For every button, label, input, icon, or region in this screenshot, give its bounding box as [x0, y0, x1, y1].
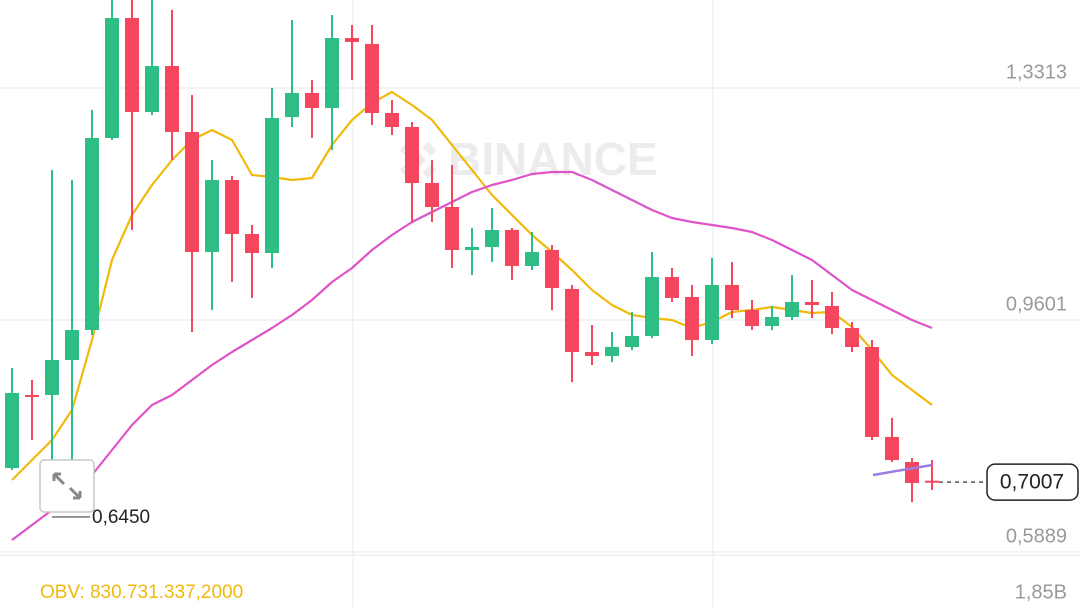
y-tick-label: 1,3313: [1006, 61, 1067, 83]
candle-body: [245, 234, 259, 253]
last-price-box: [986, 463, 1079, 501]
candle-body: [265, 118, 279, 253]
candle-body: [665, 277, 679, 298]
obv-label: OBV: 830.731.337,2000: [40, 582, 243, 603]
candle-body: [365, 44, 379, 113]
candle-body: [845, 328, 859, 347]
y-tick-label: 0,5889: [1006, 525, 1067, 547]
candle-body: [105, 18, 119, 138]
candle-body: [25, 395, 39, 397]
candle-body: [165, 66, 179, 132]
candle-body: [505, 230, 519, 266]
candle-body: [225, 180, 239, 234]
candle-body: [625, 336, 639, 347]
candle-body: [545, 250, 559, 288]
moving-average-line: [11, 90, 933, 481]
candle-body: [145, 66, 159, 112]
candle-body: [825, 306, 839, 328]
candle-body: [485, 230, 499, 247]
candle-body: [65, 330, 79, 360]
candle-body: [925, 480, 939, 483]
candle-body: [385, 113, 399, 127]
candle-body: [285, 93, 299, 117]
drawing-line: [872, 463, 933, 477]
low-marker-label: 0,6450: [92, 507, 150, 528]
obv-axis-label: 1,85B: [1015, 581, 1067, 603]
candle-body: [5, 393, 19, 468]
candle-body: [885, 437, 899, 460]
candle-body: [125, 18, 139, 112]
moving-average-line: [11, 170, 933, 541]
watermark-text: BINANCE: [448, 133, 658, 185]
candle-body: [765, 317, 779, 326]
candle-body: [205, 180, 219, 252]
candle-body: [565, 289, 579, 352]
candle-body: [745, 310, 759, 326]
candle-body: [605, 347, 619, 356]
candle-body: [905, 462, 919, 483]
candle-body: [865, 347, 879, 437]
candle-body: [805, 302, 819, 305]
candle-body: [345, 38, 359, 42]
candle-body: [85, 138, 99, 330]
candle-body: [585, 352, 599, 356]
candle-body: [45, 360, 59, 395]
candle-body: [725, 285, 739, 310]
expand-icon[interactable]: [52, 472, 82, 500]
candle-body: [525, 252, 539, 266]
candle-body: [705, 285, 719, 340]
last-price-label: 0,7007: [1000, 471, 1064, 494]
candle-body: [405, 127, 419, 183]
candle-body: [445, 207, 459, 250]
candle-body: [185, 132, 199, 252]
candle-body: [645, 277, 659, 336]
watermark: BINANCE: [399, 133, 658, 185]
expand-button-box[interactable]: [39, 459, 95, 513]
candle-body: [325, 38, 339, 108]
candle-body: [425, 183, 439, 207]
y-tick-label: 0,9601: [1006, 293, 1067, 315]
candle-body: [785, 302, 799, 317]
candle-body: [465, 247, 479, 250]
expand-button[interactable]: [39, 459, 95, 513]
candle-body: [685, 297, 699, 340]
candle-body: [305, 93, 319, 108]
